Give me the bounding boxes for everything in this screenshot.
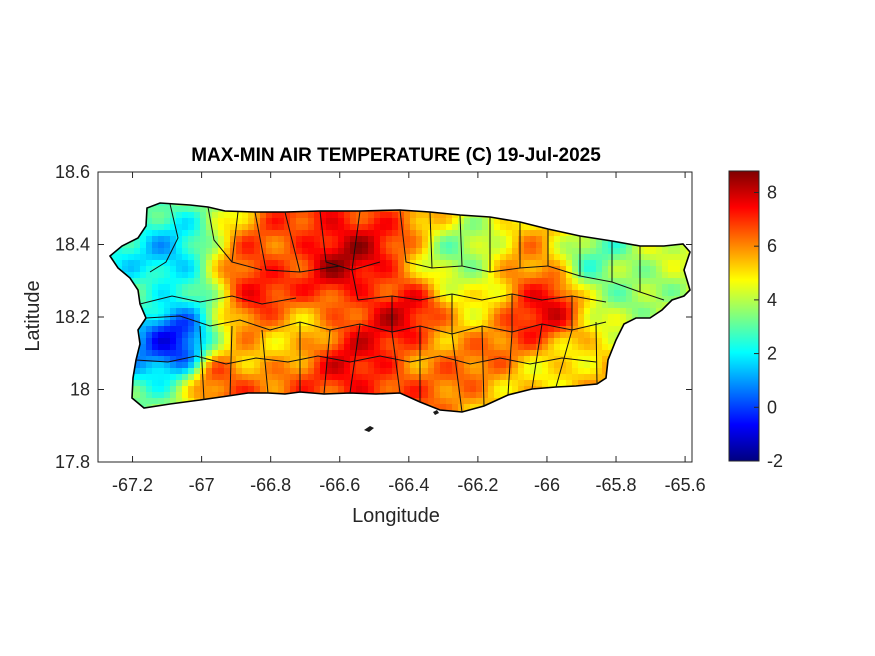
y-tick-label: 18.2 xyxy=(55,307,90,327)
y-tick-label: 18.4 xyxy=(55,235,90,255)
y-tick-label: 17.8 xyxy=(55,452,90,472)
colorbar-tick-label: 6 xyxy=(767,236,777,256)
colorbar-ticks: 8 6 4 2 0 -2 xyxy=(754,182,783,471)
colorbar-tick-label: -2 xyxy=(767,451,783,471)
caja-de-muertos-island xyxy=(364,426,374,432)
colorbar-tick-label: 8 xyxy=(767,182,777,202)
x-tick-label: -66.8 xyxy=(250,475,291,495)
island-coastline xyxy=(108,202,691,413)
y-axis-ticks: 18.6 18.4 18.2 18 17.8 xyxy=(55,162,692,472)
x-axis-ticks: -67.2 -67 -66.8 -66.6 -66.4 -66.2 -66 -65.8 -65.… xyxy=(112,172,706,495)
y-axis-label: Latitude xyxy=(22,280,44,351)
x-tick-label: -67.2 xyxy=(112,475,153,495)
x-tick-label: -67 xyxy=(189,475,215,495)
colorbar: 8 6 4 2 0 -2 xyxy=(728,170,783,471)
x-tick-label: -66.2 xyxy=(457,475,498,495)
y-tick-label: 18 xyxy=(70,380,90,400)
y-tick-label: 18.6 xyxy=(55,162,90,182)
small-island xyxy=(433,410,439,415)
colorbar-tick-label: 2 xyxy=(767,344,777,364)
colorbar-tick-label: 0 xyxy=(767,397,777,417)
municipality-boundaries xyxy=(135,203,665,413)
x-tick-label: -65.6 xyxy=(665,475,706,495)
chart-title: MAX-MIN AIR TEMPERATURE (C) 19-Jul-2025 xyxy=(191,145,601,166)
x-tick-label: -66.6 xyxy=(319,475,360,495)
x-tick-label: -65.8 xyxy=(596,475,637,495)
x-tick-label: -66.4 xyxy=(388,475,429,495)
colorbar-tick-label: 4 xyxy=(767,290,777,310)
x-axis-label: Longitude xyxy=(352,505,440,527)
x-tick-label: -66 xyxy=(534,475,560,495)
colorbar-gradient xyxy=(728,170,760,462)
